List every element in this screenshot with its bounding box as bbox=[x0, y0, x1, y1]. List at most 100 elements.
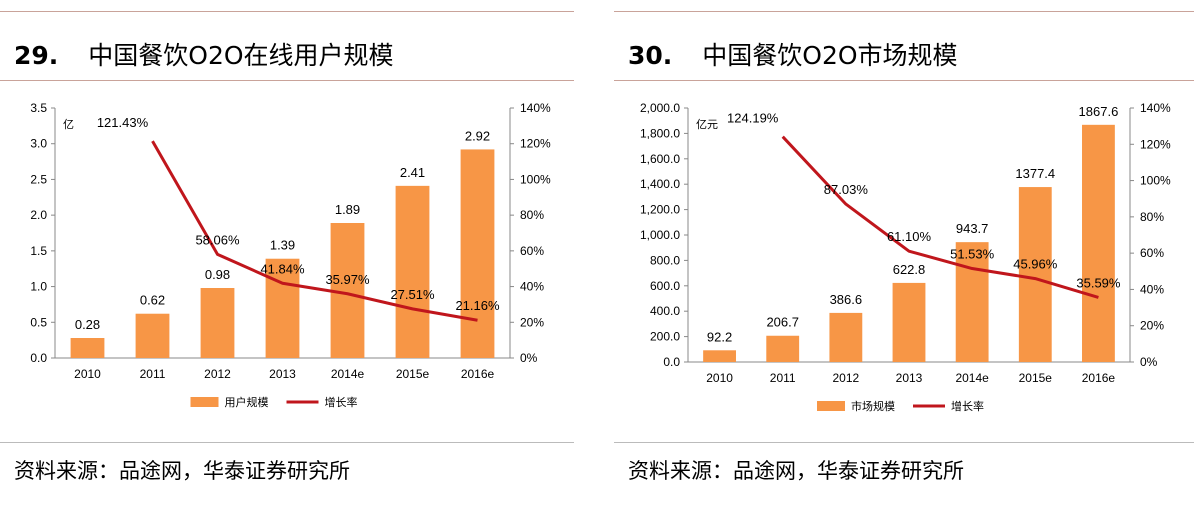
legend-line-label: 增长率 bbox=[325, 395, 358, 409]
title-rule bbox=[614, 80, 1194, 81]
x-tick-label: 2010 bbox=[74, 367, 101, 381]
figure-title: 中国餐饮O2O市场规模 bbox=[702, 41, 958, 70]
growth-rate-label: 45.96% bbox=[1013, 257, 1058, 272]
x-tick-label: 2011 bbox=[770, 371, 796, 385]
left-tick-label: 3.0 bbox=[30, 137, 47, 151]
source-note: 资料来源：品途网，华泰证券研究所 bbox=[14, 459, 350, 483]
figure-title: 中国餐饮O2O在线用户规模 bbox=[88, 41, 394, 70]
bar bbox=[395, 185, 430, 358]
bar-value-label: 1377.4 bbox=[1015, 166, 1055, 181]
growth-rate-label: 121.43% bbox=[97, 115, 149, 130]
user-scale-chart: 0.0 0.5 1.0 1.5 2.0 2.5 3.0 3.5 0% 20% 40% 60% 80% 10… bbox=[30, 101, 551, 409]
x-tick-label: 2013 bbox=[896, 371, 923, 385]
bar-value-label: 92.2 bbox=[707, 329, 732, 344]
bar-value-label: 1867.6 bbox=[1079, 104, 1119, 119]
x-tick-label: 2013 bbox=[269, 367, 296, 381]
left-tick-label: 1,400.0 bbox=[640, 177, 680, 191]
right-tick-label: 0% bbox=[1140, 355, 1158, 369]
x-tick-label: 2015e bbox=[396, 367, 430, 381]
top-rule bbox=[0, 11, 574, 12]
x-tick-label: 2012 bbox=[833, 371, 860, 385]
growth-rate-label: 41.84% bbox=[260, 261, 305, 276]
left-tick-label: 2.5 bbox=[30, 172, 47, 186]
left-tick-label: 3.5 bbox=[30, 101, 47, 115]
right-tick-label: 60% bbox=[1140, 246, 1164, 260]
left-tick-label: 400.0 bbox=[650, 304, 680, 318]
left-tick-label: 1.0 bbox=[30, 280, 47, 294]
growth-rate-label: 58.06% bbox=[195, 232, 240, 247]
right-tick-label: 140% bbox=[1140, 101, 1171, 115]
x-tick-label: 2015e bbox=[1019, 371, 1053, 385]
right-tick-label: 80% bbox=[1140, 210, 1164, 224]
right-tick-label: 60% bbox=[520, 244, 544, 258]
bottom-rule bbox=[0, 442, 574, 443]
bar bbox=[1082, 124, 1115, 362]
bar bbox=[1018, 187, 1052, 362]
x-tick-label: 2012 bbox=[204, 367, 231, 381]
chart-title: 30. 中国餐饮O2O市场规模 bbox=[628, 36, 958, 72]
title-rule bbox=[0, 80, 574, 81]
growth-rate-label: 61.10% bbox=[887, 229, 932, 244]
bar-value-label: 622.8 bbox=[893, 262, 926, 277]
right-tick-label: 20% bbox=[1140, 319, 1164, 333]
left-tick-label: 1.5 bbox=[30, 244, 47, 258]
left-tick-label: 1,000.0 bbox=[640, 228, 680, 242]
growth-rate-label: 21.16% bbox=[455, 298, 500, 313]
right-tick-label: 40% bbox=[1140, 282, 1164, 296]
right-tick-label: 120% bbox=[520, 137, 551, 151]
top-rule bbox=[614, 11, 1194, 12]
bottom-rule bbox=[614, 442, 1194, 443]
left-tick-label: 0.0 bbox=[663, 355, 680, 369]
x-tick-label: 2014e bbox=[955, 371, 989, 385]
bar bbox=[135, 313, 170, 358]
left-tick-label: 1,600.0 bbox=[640, 152, 680, 166]
figure-number: 29. bbox=[14, 41, 59, 70]
left-tick-label: 800.0 bbox=[650, 253, 680, 267]
bar bbox=[766, 335, 800, 362]
right-tick-label: 100% bbox=[1140, 174, 1171, 188]
unit-label: 亿 bbox=[63, 118, 74, 131]
left-tick-label: 1,200.0 bbox=[640, 203, 680, 217]
source-note: 资料来源：品途网，华泰证券研究所 bbox=[628, 459, 964, 483]
growth-rate-label: 35.97% bbox=[325, 272, 370, 287]
legend-bar-label: 市场规模 bbox=[851, 399, 895, 413]
right-tick-label: 120% bbox=[1140, 137, 1171, 151]
growth-rate-label: 27.51% bbox=[390, 287, 435, 302]
growth-rate-label: 51.53% bbox=[950, 247, 995, 262]
bar bbox=[265, 258, 300, 358]
growth-rate-label: 124.19% bbox=[727, 111, 779, 126]
legend-bar-swatch bbox=[190, 397, 219, 407]
bar bbox=[70, 338, 105, 358]
right-panel: 30. 中国餐饮O2O市场规模 0.0 200.0 400.0 600.0 800.0 1,… bbox=[614, 0, 1204, 514]
figure-number: 30. bbox=[628, 41, 673, 70]
bar-value-label: 386.6 bbox=[830, 292, 863, 307]
left-tick-label: 0.5 bbox=[30, 315, 47, 329]
right-tick-label: 80% bbox=[520, 208, 544, 222]
bar-value-label: 1.89 bbox=[335, 202, 360, 217]
right-tick-label: 0% bbox=[520, 351, 538, 365]
right-tick-label: 40% bbox=[520, 280, 544, 294]
x-tick-label: 2010 bbox=[706, 371, 733, 385]
left-tick-label: 1,800.0 bbox=[640, 126, 680, 140]
left-tick-label: 2,000.0 bbox=[640, 101, 680, 115]
x-tick-label: 2016e bbox=[1082, 371, 1116, 385]
x-tick-label: 2011 bbox=[140, 367, 166, 381]
legend-line-label: 增长率 bbox=[951, 399, 984, 413]
x-tick-label: 2016e bbox=[461, 367, 495, 381]
left-tick-label: 600.0 bbox=[650, 279, 680, 293]
unit-label: 亿元 bbox=[696, 118, 718, 131]
left-panel: 29. 中国餐饮O2O在线用户规模 0.0 0.5 1.0 1.5 2.0 2.5 3.0 3.… bbox=[0, 0, 590, 514]
left-tick-label: 2.0 bbox=[30, 208, 47, 222]
bar-value-label: 0.98 bbox=[205, 267, 230, 282]
bar-value-label: 0.62 bbox=[140, 293, 165, 308]
right-tick-label: 140% bbox=[520, 101, 551, 115]
growth-rate-line bbox=[781, 135, 1099, 299]
growth-rate-label: 87.03% bbox=[824, 182, 869, 197]
bar bbox=[460, 149, 495, 358]
bar-value-label: 1.39 bbox=[270, 238, 295, 253]
x-tick-label: 2014e bbox=[331, 367, 365, 381]
bar bbox=[703, 350, 736, 362]
right-tick-label: 100% bbox=[520, 172, 551, 186]
bar-value-label: 0.28 bbox=[75, 317, 100, 332]
left-tick-label: 0.0 bbox=[30, 351, 47, 365]
